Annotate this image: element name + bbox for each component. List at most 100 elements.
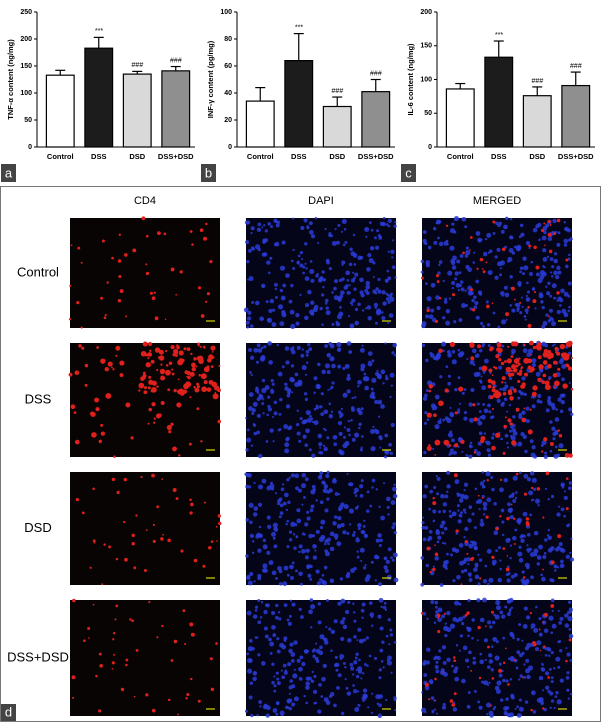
nucleus — [273, 411, 278, 416]
cd4-signal — [557, 534, 562, 539]
nucleus — [305, 428, 310, 434]
nucleus — [288, 299, 293, 304]
cd4-signal — [89, 566, 92, 569]
cd4-signal — [104, 313, 107, 317]
nucleus — [387, 300, 391, 304]
nucleus — [362, 566, 367, 570]
cd4-signal — [513, 358, 520, 364]
nucleus — [540, 701, 544, 705]
cd4-signal — [541, 380, 546, 384]
nucleus — [492, 311, 496, 315]
nucleus — [444, 297, 448, 301]
cd4-signal — [111, 256, 114, 260]
cd4-signal — [472, 403, 476, 407]
nucleus — [288, 476, 291, 479]
nucleus — [272, 536, 276, 540]
y-tick-label: 250 — [20, 9, 32, 16]
nucleus — [437, 236, 440, 240]
nucleus — [290, 576, 294, 580]
cd4-signal — [202, 564, 206, 568]
nucleus — [452, 450, 457, 455]
cd4-signal — [112, 631, 116, 635]
micrograph — [245, 341, 397, 459]
nucleus — [309, 415, 312, 418]
nucleus — [263, 345, 267, 349]
cd4-signal — [554, 380, 560, 387]
nucleus — [549, 420, 553, 424]
nucleus — [290, 283, 294, 288]
nucleus — [421, 707, 427, 713]
nucleus — [471, 636, 474, 640]
nucleus — [323, 637, 328, 642]
image-bg — [70, 472, 220, 585]
cd4-signal — [74, 439, 80, 445]
nucleus — [482, 485, 486, 489]
nucleus — [554, 569, 557, 572]
nucleus — [302, 271, 305, 275]
cd4-signal — [163, 232, 167, 236]
nucleus — [323, 409, 329, 415]
nucleus — [357, 302, 361, 307]
nucleus — [426, 617, 429, 620]
cd4-signal — [498, 357, 502, 362]
cd4-signal — [565, 341, 572, 348]
nucleus — [319, 634, 325, 640]
nucleus — [306, 417, 312, 423]
nucleus — [380, 404, 385, 409]
nucleus — [457, 288, 461, 292]
nucleus — [321, 393, 324, 396]
cd4-signal — [515, 407, 520, 412]
cd4-signal — [216, 540, 218, 542]
nucleus — [553, 706, 556, 709]
nucleus — [251, 540, 255, 543]
cd4-signal — [135, 648, 139, 652]
cd4-signal — [114, 618, 117, 621]
nucleus — [334, 655, 338, 659]
nucleus — [569, 659, 573, 662]
cd4-signal — [78, 344, 82, 348]
nucleus — [531, 362, 537, 368]
cd4-signal — [527, 429, 533, 435]
nucleus — [534, 498, 540, 504]
cd4-signal — [492, 220, 496, 224]
cd4-signal — [147, 386, 151, 390]
cd4-signal — [502, 391, 507, 396]
nucleus — [271, 662, 275, 666]
significance-label: ### — [531, 78, 543, 85]
cd4-signal — [84, 363, 89, 368]
cd4-signal — [505, 647, 507, 650]
nucleus — [266, 413, 270, 417]
cd4-signal — [198, 374, 202, 377]
nucleus — [259, 356, 266, 362]
nucleus — [519, 270, 522, 274]
nucleus — [482, 597, 487, 603]
nucleus — [358, 658, 361, 662]
nucleus — [550, 676, 554, 680]
cd4-signal — [491, 445, 496, 451]
nucleus — [570, 412, 574, 416]
nucleus — [306, 564, 311, 569]
nucleus — [309, 269, 315, 275]
nucleus — [529, 439, 534, 444]
nucleus — [359, 255, 364, 260]
nucleus — [559, 304, 562, 307]
nucleus — [257, 653, 261, 657]
nucleus — [506, 598, 512, 604]
nucleus — [271, 625, 276, 630]
nucleus — [393, 577, 399, 583]
nucleus — [320, 695, 324, 698]
nucleus — [357, 703, 361, 707]
nucleus — [507, 572, 511, 576]
nucleus — [382, 382, 385, 385]
nucleus — [554, 547, 560, 552]
nucleus — [509, 275, 513, 279]
nucleus — [451, 350, 456, 354]
cd4-signal — [434, 699, 437, 702]
nucleus — [256, 413, 261, 418]
cd4-signal — [556, 218, 561, 223]
nucleus — [286, 573, 290, 577]
nucleus — [321, 579, 326, 585]
nucleus — [343, 435, 346, 439]
nucleus — [355, 674, 360, 679]
nucleus — [330, 649, 333, 652]
